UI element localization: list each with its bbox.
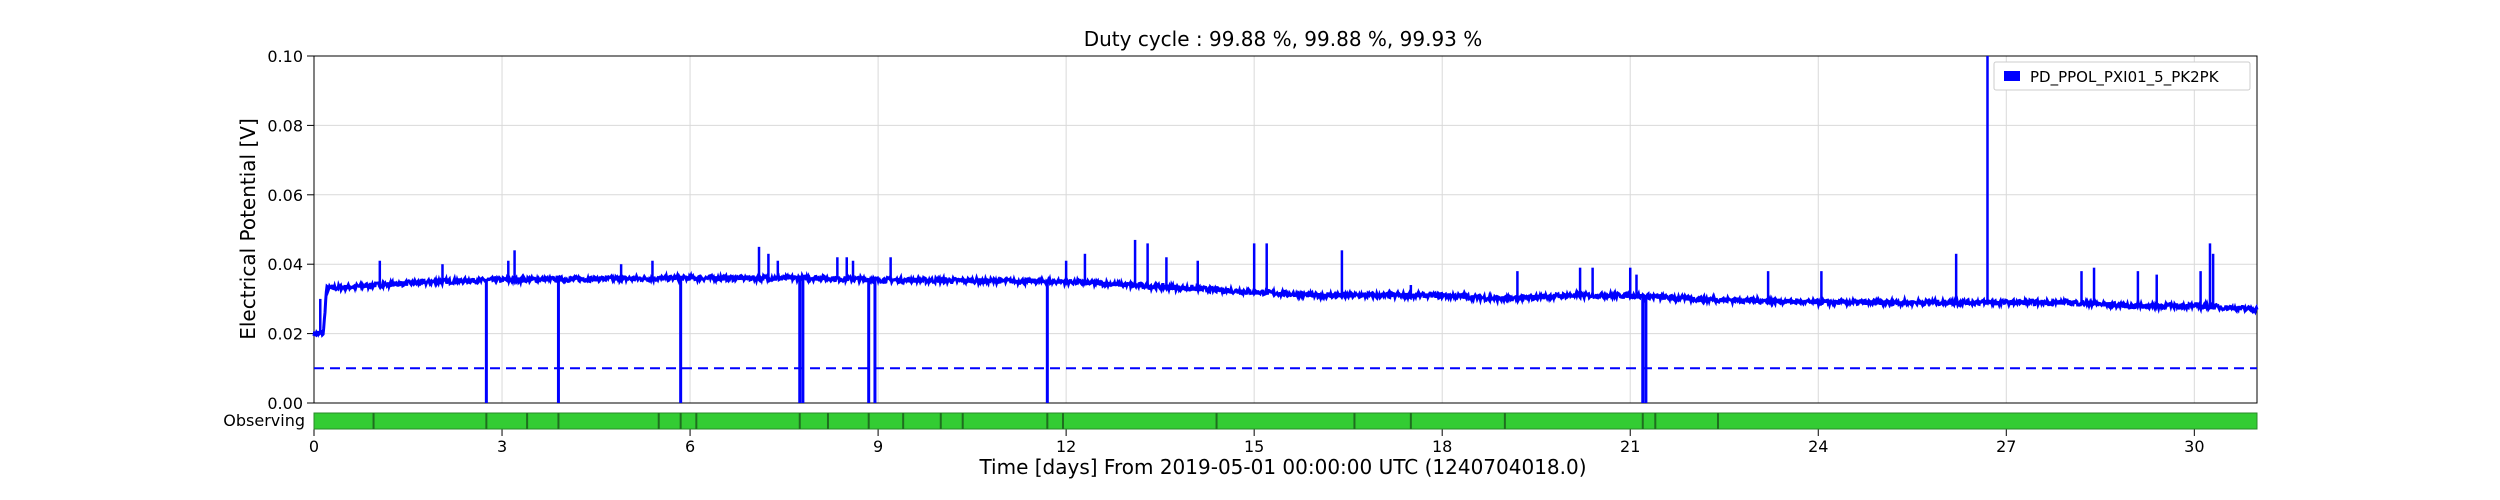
y-tick-label: 0.10 <box>267 47 303 66</box>
x-tick-label: 27 <box>1996 437 2016 456</box>
chart-title: Duty cycle : 99.88 %, 99.88 %, 99.93 % <box>1084 27 1483 51</box>
y-tick-labels: 0.00 0.02 0.04 0.06 0.08 0.10 <box>267 47 303 413</box>
legend: PD_PPOL_PXI01_5_PK2PK <box>1993 61 2251 91</box>
series-drops <box>484 278 1648 403</box>
axis-ticks <box>307 55 2195 436</box>
x-tick-label: 21 <box>1620 437 1640 456</box>
x-tick-label: 30 <box>2184 437 2204 456</box>
x-tick-label: 15 <box>1244 437 1264 456</box>
x-tick-label: 12 <box>1056 437 1076 456</box>
plot-area <box>313 55 2258 404</box>
x-tick-label: 0 <box>309 437 319 456</box>
legend-swatch <box>2004 71 2020 81</box>
x-tick-label: 18 <box>1432 437 1452 456</box>
legend-label: PD_PPOL_PXI01_5_PK2PK <box>2030 68 2220 87</box>
y-tick-label: 0.06 <box>267 186 303 205</box>
grid-lines <box>313 55 2257 404</box>
y-tick-label: 0.08 <box>267 116 303 135</box>
x-tick-label: 24 <box>1808 437 1828 456</box>
legend-box <box>1993 61 2251 91</box>
series-line <box>312 270 2259 338</box>
x-tick-label: 9 <box>873 437 883 456</box>
x-axis-label: Time [days] From 2019-05-01 00:00:00 UTC… <box>978 455 1586 479</box>
segment-bar <box>313 412 2258 430</box>
segment-bar-label: Observing <box>223 411 305 430</box>
segment-markers <box>372 413 1719 429</box>
y-axis-label: Electrical Potential [V] <box>236 118 260 340</box>
x-tick-label: 3 <box>497 437 507 456</box>
x-tick-labels: 0 3 6 9 12 15 18 21 24 27 30 <box>309 437 2205 456</box>
y-tick-label: 0.04 <box>267 255 303 274</box>
x-tick-label: 6 <box>685 437 695 456</box>
y-tick-label: 0.02 <box>267 325 303 344</box>
y-tick-label: 0.00 <box>267 394 303 413</box>
series-spikes <box>319 56 2215 334</box>
